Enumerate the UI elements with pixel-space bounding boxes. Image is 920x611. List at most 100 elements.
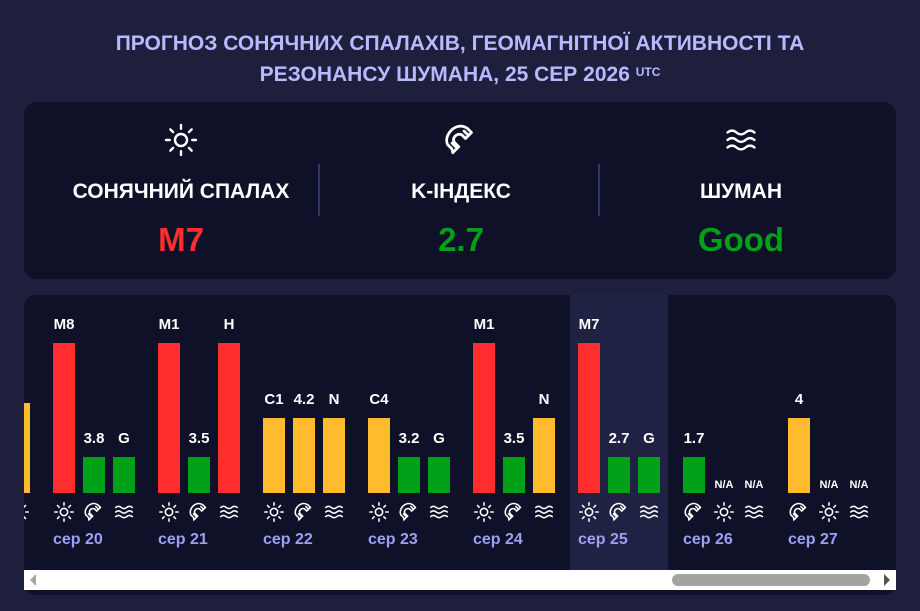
bar-schumann <box>218 343 240 493</box>
magnet-icon <box>84 502 102 522</box>
bar-label: 2.7 <box>608 430 630 447</box>
magnet-icon <box>789 502 807 522</box>
magnet-icon <box>399 502 417 522</box>
date-label: сер 27 <box>788 531 838 548</box>
waves-icon <box>639 505 659 519</box>
waves-icon <box>114 505 134 519</box>
sun-icon <box>159 502 179 522</box>
bar-schumann <box>113 457 135 493</box>
magnet-icon <box>294 502 312 522</box>
date-label: сер 25 <box>578 531 628 548</box>
date-label: сер 23 <box>368 531 418 548</box>
date-label: сер 26 <box>683 531 733 548</box>
sun-icon <box>54 502 74 522</box>
bar-label: H <box>223 316 235 333</box>
bar-flare <box>368 418 390 493</box>
bar-kindex <box>188 457 210 493</box>
waves-icon <box>429 505 449 519</box>
bar-schumann <box>428 457 450 493</box>
bar-kindex <box>83 457 105 493</box>
page-title: ПРОГНОЗ СОНЯЧНИХ СПАЛАХІВ, ГЕОМАГНІТНОЇ … <box>0 28 920 90</box>
magnet-icon <box>504 502 522 522</box>
summary-panel: СОНЯЧНИЙ СПАЛАХ M7 K-ІНДЕКС 2.7 ШУМАН Go… <box>24 102 896 279</box>
bar-label: 3.8 <box>83 430 105 447</box>
magnet-icon <box>316 122 606 158</box>
bar-kindex <box>788 418 810 493</box>
bar-label: 3.5 <box>188 430 210 447</box>
bar-flare <box>53 343 75 493</box>
bar-flare <box>24 403 30 493</box>
bar-flare <box>578 343 600 493</box>
date-label: сер 20 <box>53 531 103 548</box>
magnet-icon <box>189 502 207 522</box>
bar-label: G <box>118 430 130 447</box>
bar-schumann <box>533 418 555 493</box>
date-label: сер 24 <box>473 531 523 548</box>
scroll-thumb[interactable] <box>672 574 870 586</box>
bar-flare <box>158 343 180 493</box>
bar-label: 3.2 <box>398 430 420 447</box>
bar-kindex <box>683 457 705 493</box>
sun-icon <box>579 502 599 522</box>
kindex-value: 2.7 <box>438 221 484 258</box>
bar-label: N/A <box>744 479 764 491</box>
bar-label: 4 <box>794 391 804 408</box>
divider <box>318 164 320 216</box>
bar-label: N/A <box>819 479 839 491</box>
bar-label: C1 <box>264 391 284 408</box>
sun-icon <box>369 502 389 522</box>
date-label: сер 21 <box>158 531 208 548</box>
summary-schumann: ШУМАН Good <box>596 102 886 279</box>
horizontal-scrollbar[interactable] <box>24 570 896 590</box>
bar-label: 4.2 <box>293 391 315 408</box>
sun-icon <box>819 502 839 522</box>
summary-flare: СОНЯЧНИЙ СПАЛАХ M7 <box>36 102 326 279</box>
waves-icon <box>324 505 344 519</box>
title-line-1: ПРОГНОЗ СОНЯЧНИХ СПАЛАХІВ, ГЕОМАГНІТНОЇ … <box>115 32 805 55</box>
bar-label: C4 <box>369 391 389 408</box>
bar-label: N <box>328 391 340 408</box>
bar-label: G <box>433 430 445 447</box>
bar-label: N <box>538 391 550 408</box>
scroll-left-arrow-icon[interactable] <box>30 574 36 586</box>
bar-label: 1.7 <box>683 430 705 447</box>
flare-value: M7 <box>158 221 204 258</box>
bar-flare <box>473 343 495 493</box>
bar-flare <box>263 418 285 493</box>
waves-icon <box>744 505 764 519</box>
scroll-right-arrow-icon[interactable] <box>884 574 890 586</box>
bar-kindex <box>608 457 630 493</box>
waves-icon <box>849 505 869 519</box>
bar-label: G <box>643 430 655 447</box>
utc-label: UTC <box>635 65 661 79</box>
bar-kindex <box>503 457 525 493</box>
waves-icon <box>219 505 239 519</box>
date-label: сер 22 <box>263 531 313 548</box>
flare-label: СОНЯЧНИЙ СПАЛАХ <box>72 180 290 203</box>
waves-icon <box>534 505 554 519</box>
bar-kindex <box>293 418 315 493</box>
sun-icon <box>264 502 284 522</box>
bar-kindex <box>398 457 420 493</box>
waves-icon <box>596 122 886 158</box>
sun-icon <box>474 502 494 522</box>
bar-label: N/A <box>849 479 869 491</box>
sun-icon <box>24 504 29 520</box>
bar-label: M7 <box>578 316 600 333</box>
title-line-2-text: РЕЗОНАНСУ ШУМАНА, 25 СЕР 2026 <box>259 63 630 86</box>
schumann-label: ШУМАН <box>700 180 782 203</box>
magnet-icon <box>609 502 627 522</box>
summary-kindex: K-ІНДЕКС 2.7 <box>316 102 606 279</box>
sun-icon <box>36 122 326 158</box>
schumann-value: Good <box>697 221 785 258</box>
magnet-icon <box>684 502 702 522</box>
bar-label: M8 <box>53 316 75 333</box>
kindex-label: K-ІНДЕКС <box>411 180 511 203</box>
bar-label: M1 <box>473 316 495 333</box>
bar-schumann <box>638 457 660 493</box>
sun-icon <box>714 502 734 522</box>
bar-label: M1 <box>158 316 180 333</box>
title-line-2: РЕЗОНАНСУ ШУМАНА, 25 СЕР 2026 UTC <box>0 59 920 90</box>
divider <box>598 164 600 216</box>
